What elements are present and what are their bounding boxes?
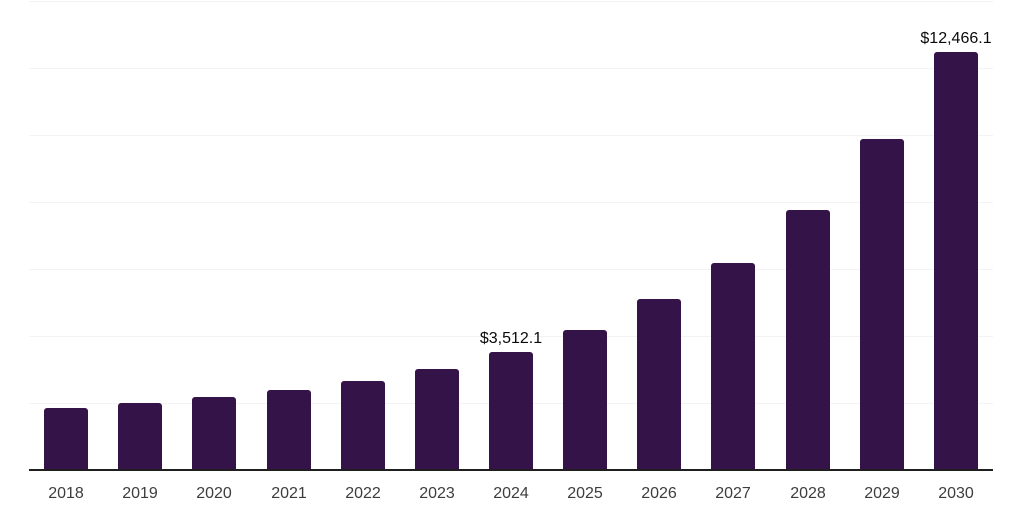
x-tick-2022: 2022 [345, 485, 381, 502]
bar-2020 [192, 397, 236, 470]
x-tick-2026: 2026 [641, 485, 677, 502]
x-tick-2027: 2027 [715, 485, 751, 502]
x-tick-2030: 2030 [938, 485, 974, 502]
bar-2029 [860, 139, 904, 470]
data-label-2024: $3,512.1 [479, 330, 543, 347]
gridline-4000 [29, 336, 993, 337]
gridline-8000 [29, 202, 993, 203]
bar-2025 [563, 330, 607, 470]
bar-2023 [415, 369, 459, 470]
x-tick-2018: 2018 [48, 485, 84, 502]
x-tick-2019: 2019 [122, 485, 158, 502]
x-tick-2023: 2023 [419, 485, 455, 502]
bar-2030 [934, 52, 978, 470]
bar-2019 [118, 403, 162, 470]
bar-2026 [637, 299, 681, 470]
x-tick-2029: 2029 [864, 485, 900, 502]
bar-2021 [267, 390, 311, 470]
gridline-6000 [29, 269, 993, 270]
x-tick-2021: 2021 [271, 485, 307, 502]
gridline-10000 [29, 135, 993, 136]
bar-2018 [44, 408, 88, 470]
gridline-12000 [29, 68, 993, 69]
x-tick-2025: 2025 [567, 485, 603, 502]
x-axis-line [29, 469, 993, 471]
bar-2028 [786, 210, 830, 470]
x-tick-2028: 2028 [790, 485, 826, 502]
bar-2024 [489, 352, 533, 470]
gridline-14000 [29, 1, 993, 2]
bar-2027 [711, 263, 755, 470]
x-tick-2020: 2020 [196, 485, 232, 502]
bar-2022 [341, 381, 385, 470]
x-tick-2024: 2024 [493, 485, 529, 502]
data-label-2030: $12,466.1 [920, 30, 992, 47]
